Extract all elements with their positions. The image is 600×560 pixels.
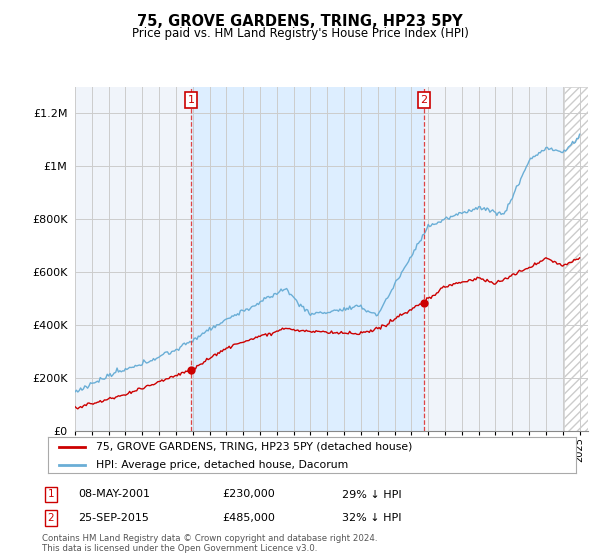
Text: 75, GROVE GARDENS, TRING, HP23 5PY: 75, GROVE GARDENS, TRING, HP23 5PY: [137, 14, 463, 29]
Text: 1: 1: [188, 95, 194, 105]
Text: 25-SEP-2015: 25-SEP-2015: [78, 513, 149, 523]
Text: Price paid vs. HM Land Registry's House Price Index (HPI): Price paid vs. HM Land Registry's House …: [131, 27, 469, 40]
Bar: [564, 87, 588, 431]
Text: 75, GROVE GARDENS, TRING, HP23 5PY (detached house): 75, GROVE GARDENS, TRING, HP23 5PY (deta…: [95, 442, 412, 452]
Text: 32% ↓ HPI: 32% ↓ HPI: [342, 513, 401, 523]
Text: £485,000: £485,000: [222, 513, 275, 523]
Text: 29% ↓ HPI: 29% ↓ HPI: [342, 489, 401, 500]
Text: HPI: Average price, detached house, Dacorum: HPI: Average price, detached house, Daco…: [95, 460, 348, 470]
Text: £230,000: £230,000: [222, 489, 275, 500]
Bar: [191, 87, 424, 431]
Text: Contains HM Land Registry data © Crown copyright and database right 2024.
This d: Contains HM Land Registry data © Crown c…: [42, 534, 377, 553]
Text: 2: 2: [47, 513, 55, 523]
Text: 08-MAY-2001: 08-MAY-2001: [78, 489, 150, 500]
Text: 2: 2: [421, 95, 428, 105]
Text: 1: 1: [47, 489, 55, 500]
